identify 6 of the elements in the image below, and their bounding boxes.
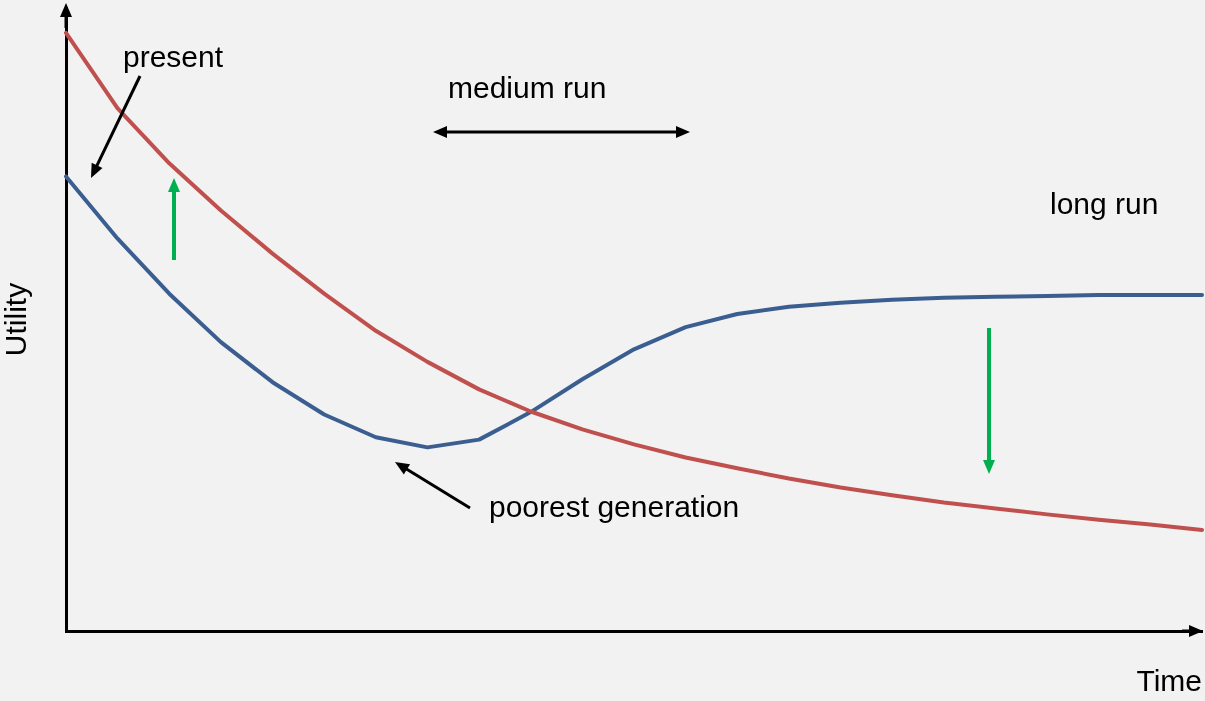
x-axis-title: Time xyxy=(1136,664,1202,698)
annotation: medium run xyxy=(448,71,607,105)
annotation: present xyxy=(123,40,224,74)
annotation: long run xyxy=(1050,187,1159,221)
y-axis-title: Utility xyxy=(0,282,33,357)
annotation: poorest generation xyxy=(489,490,740,524)
